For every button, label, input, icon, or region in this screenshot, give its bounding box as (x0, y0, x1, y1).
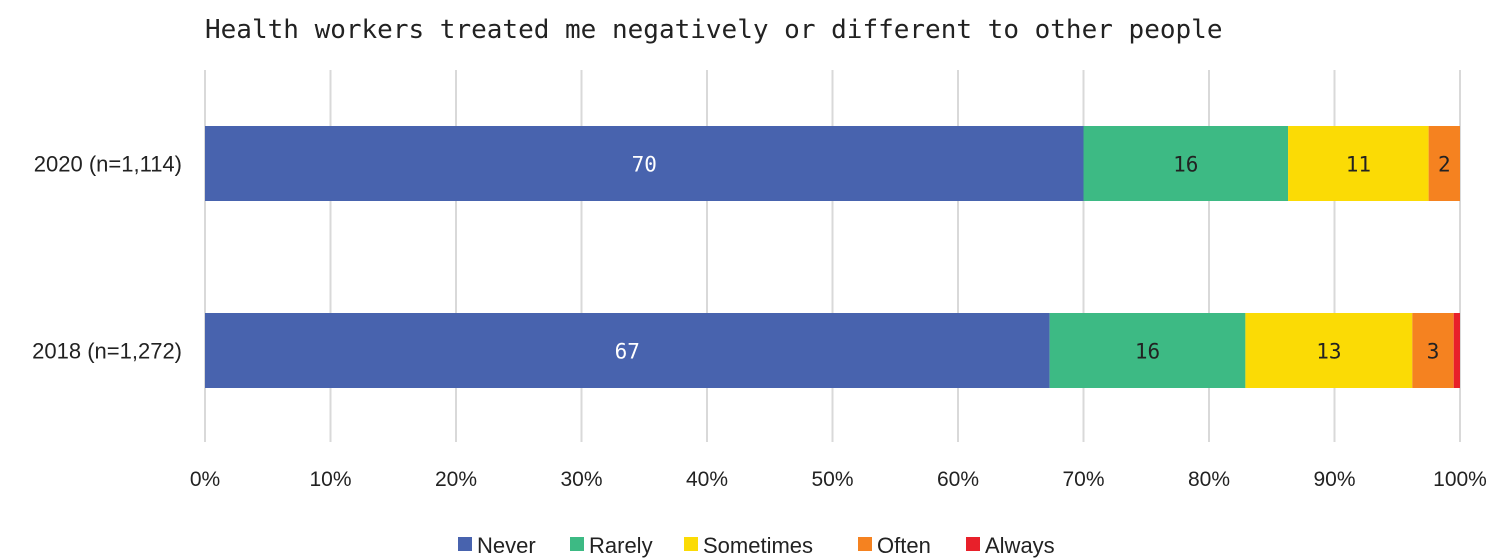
data-label: 16 (1135, 340, 1160, 364)
legend-label: Always (985, 533, 1055, 558)
data-label: 2 (1438, 153, 1451, 177)
bar-segment-sometimes (1245, 313, 1413, 388)
data-label: 13 (1316, 340, 1341, 364)
x-tick-label: 20% (435, 468, 477, 491)
legend-swatch (858, 537, 872, 551)
bar-segment-always (1453, 313, 1460, 388)
legend-swatch (966, 537, 980, 551)
x-tick-label: 10% (309, 468, 351, 491)
category-label: 2020 (n=1,114) (34, 152, 182, 177)
legend-swatch (570, 537, 584, 551)
bar-segment-never (205, 313, 1050, 388)
bar-segment-sometimes (1288, 126, 1429, 201)
data-label: 11 (1346, 153, 1371, 177)
bar-segment-rarely (1049, 313, 1246, 388)
legend-swatch (684, 537, 698, 551)
legend-label: Sometimes (703, 533, 813, 558)
x-axis-ticks: 0% 10% 20% 30% 40% 50% 60% 70% 80% 90% 100% (190, 468, 1487, 491)
bar-segment-never (205, 126, 1084, 201)
bar-segment-often (1428, 126, 1460, 201)
x-tick-label: 50% (811, 468, 853, 491)
x-tick-label: 0% (190, 468, 220, 491)
x-tick-label: 80% (1188, 468, 1230, 491)
bar-segment-often (1412, 313, 1454, 388)
x-tick-label: 40% (686, 468, 728, 491)
bars: 70 16 11 2 67 16 13 3 (205, 126, 1460, 388)
data-label: 70 (632, 153, 657, 177)
x-tick-label: 100% (1433, 468, 1487, 491)
x-tick-label: 30% (560, 468, 602, 491)
x-tick-label: 60% (937, 468, 979, 491)
legend-swatch (458, 537, 472, 551)
data-label: 67 (615, 340, 640, 364)
legend-label: Rarely (589, 533, 653, 558)
data-label: 16 (1173, 153, 1198, 177)
data-label: 3 (1427, 340, 1440, 364)
x-tick-label: 70% (1062, 468, 1104, 491)
chart-title: Health workers treated me negatively or … (205, 15, 1222, 45)
x-tick-label: 90% (1313, 468, 1355, 491)
category-label: 2018 (n=1,272) (32, 339, 182, 364)
category-labels: 2020 (n=1,114) 2018 (n=1,272) (32, 152, 182, 364)
legend-label: Never (477, 533, 536, 558)
bar-segment-rarely (1083, 126, 1289, 201)
legend-label: Often (877, 533, 931, 558)
legend: Never Rarely Sometimes Often Always (458, 533, 1055, 558)
